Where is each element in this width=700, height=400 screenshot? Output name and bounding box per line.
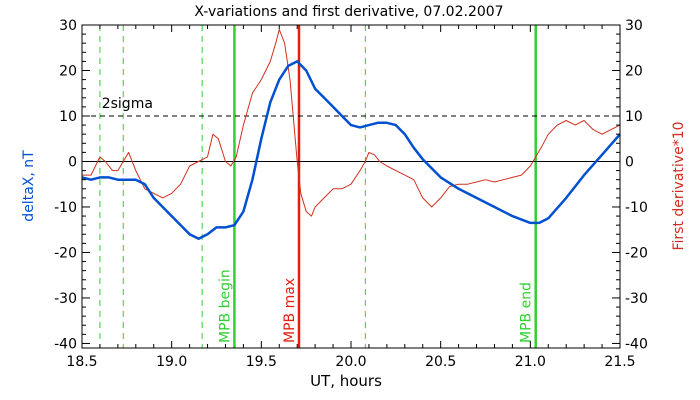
vline-label-4: MPB begin bbox=[217, 269, 233, 343]
x-tick-label: 18.5 bbox=[66, 354, 97, 370]
x-axis-label: UT, hours bbox=[310, 372, 382, 390]
y-tick-label-left: 0 bbox=[68, 154, 77, 170]
series-line-1 bbox=[82, 29, 621, 217]
plot-area: MPB begin MPB max MPB end 2sigma 18.5 19.0 19.… bbox=[54, 18, 648, 370]
y-tick-label-left: -30 bbox=[54, 291, 77, 307]
y-tick-label-right: -20 bbox=[625, 245, 648, 261]
y-tick-label-left: 20 bbox=[59, 63, 77, 79]
vline-label-5: MPB max bbox=[282, 278, 298, 343]
x-tick-label: 19.5 bbox=[246, 354, 277, 370]
y-tick-label-right: 10 bbox=[625, 109, 643, 125]
y-tick-label-right: 30 bbox=[625, 18, 643, 34]
y-tick-label-left: -20 bbox=[54, 245, 77, 261]
vline-label-6: MPB end bbox=[519, 282, 535, 343]
y-tick-label-right: -10 bbox=[625, 200, 648, 216]
y-tick-label-left: -10 bbox=[54, 200, 77, 216]
x-tick-label: 21.0 bbox=[515, 354, 546, 370]
series-line-0 bbox=[81, 60, 621, 241]
y-tick-label-right: -40 bbox=[625, 336, 648, 352]
y-axis-label-right: First derivative*10 bbox=[671, 121, 687, 250]
x-tick-label: 20.0 bbox=[335, 354, 366, 370]
y-tick-label-right: 20 bbox=[625, 63, 643, 79]
y-tick-label-right: 0 bbox=[625, 154, 634, 170]
plot-frame bbox=[81, 24, 621, 349]
y-tick-label-left: 10 bbox=[59, 109, 77, 125]
x-tick-label: 21.5 bbox=[604, 354, 635, 370]
x-tick-label: 19.0 bbox=[156, 354, 187, 370]
x-tick-label: 20.5 bbox=[425, 354, 456, 370]
chart-title: X-variations and first derivative, 07.02… bbox=[194, 4, 503, 20]
y-tick-label-left: 30 bbox=[59, 18, 77, 34]
y-tick-label-right: -30 bbox=[625, 291, 648, 307]
y-axis-label-left: deltaX, nT bbox=[21, 150, 37, 222]
y-tick-label-left: -40 bbox=[54, 336, 77, 352]
hline-label-0: 2sigma bbox=[102, 96, 153, 112]
